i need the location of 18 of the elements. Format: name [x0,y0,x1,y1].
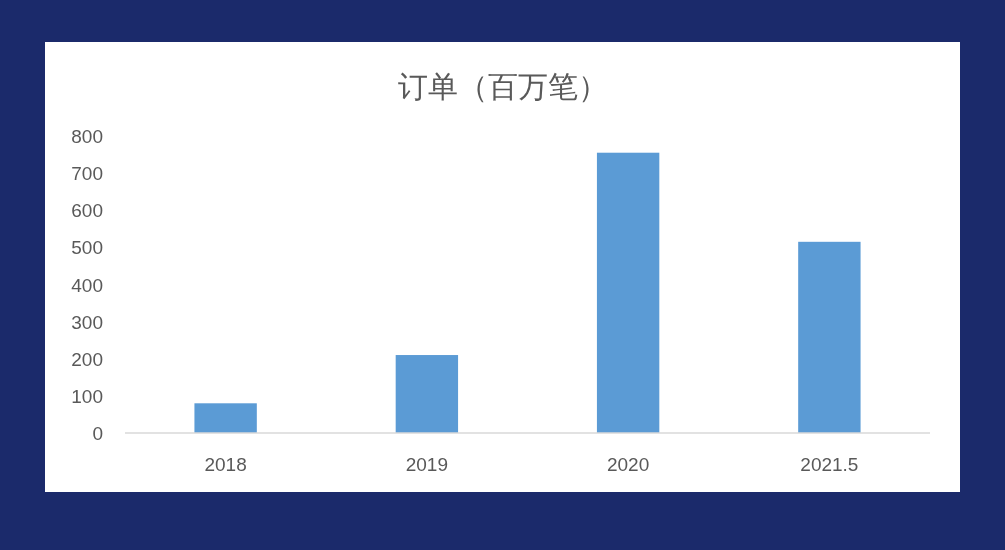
bar [596,152,660,433]
y-tick-label: 700 [71,163,103,185]
x-tick-label: 2021.5 [800,454,859,475]
bar [194,403,257,433]
y-tick-label: 300 [71,311,103,333]
bar [798,241,861,433]
y-tick-label: 600 [71,200,103,222]
bar [395,355,459,433]
y-tick-label: 500 [71,237,103,259]
y-tick-label: 800 [71,126,103,147]
x-tick-label: 2020 [606,454,650,475]
y-tick-label: 100 [71,385,103,407]
chart-title: 订单（百万笔） [397,69,608,104]
y-tick-label: 0 [92,423,103,444]
y-tick-label: 200 [71,348,103,370]
y-tick-label: 400 [71,274,103,296]
x-tick-label: 2019 [405,454,449,475]
x-tick-label: 2018 [204,454,247,475]
